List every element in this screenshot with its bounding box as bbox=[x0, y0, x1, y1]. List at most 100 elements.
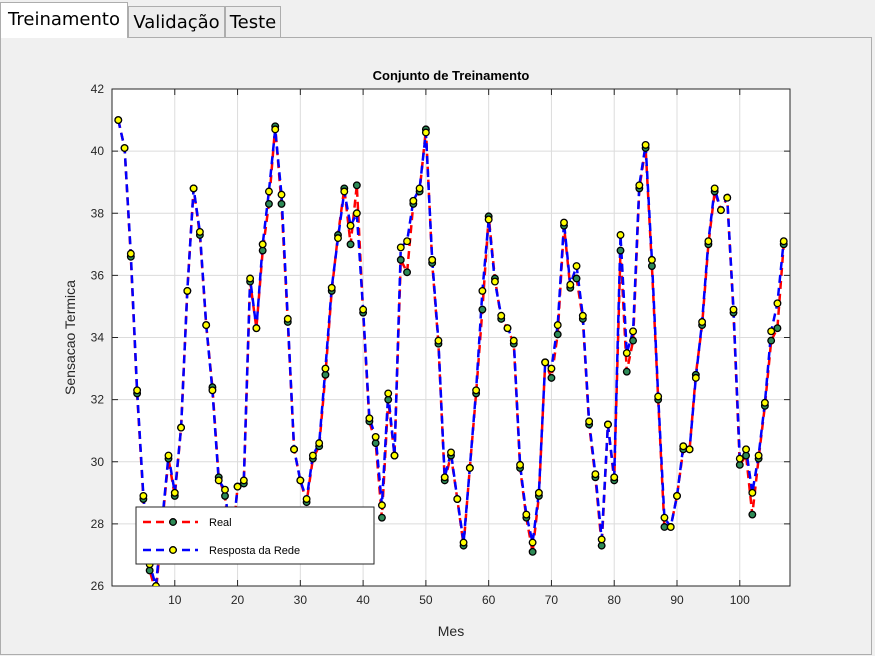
data-point bbox=[547, 364, 556, 373]
x-tick-label: 40 bbox=[356, 593, 370, 607]
legend-marker bbox=[169, 546, 177, 554]
data-point bbox=[742, 445, 751, 454]
y-tick-label: 28 bbox=[91, 517, 105, 531]
data-point bbox=[572, 274, 581, 283]
data-point bbox=[271, 125, 280, 134]
data-point bbox=[177, 423, 186, 432]
data-point bbox=[497, 311, 506, 320]
data-point bbox=[748, 488, 757, 497]
data-point bbox=[359, 305, 368, 314]
data-point bbox=[760, 398, 769, 407]
data-point bbox=[629, 327, 638, 336]
data-point bbox=[403, 237, 412, 246]
y-tick-label: 26 bbox=[91, 579, 105, 593]
data-point bbox=[377, 513, 386, 522]
data-point bbox=[170, 488, 179, 497]
data-point bbox=[547, 373, 556, 382]
data-point bbox=[654, 392, 663, 401]
data-point bbox=[629, 336, 638, 345]
data-point bbox=[484, 215, 493, 224]
data-point bbox=[622, 349, 631, 357]
data-point bbox=[622, 367, 631, 376]
data-point bbox=[139, 491, 148, 500]
data-point bbox=[239, 476, 248, 485]
data-point bbox=[164, 451, 173, 460]
data-point bbox=[773, 299, 782, 308]
data-point bbox=[390, 451, 399, 460]
data-point bbox=[635, 181, 644, 190]
data-point bbox=[767, 327, 776, 336]
data-point bbox=[691, 373, 700, 382]
data-point bbox=[114, 116, 123, 125]
x-tick-label: 80 bbox=[608, 593, 622, 607]
x-axis-label: Mes bbox=[438, 623, 464, 639]
y-tick-label: 34 bbox=[91, 331, 105, 345]
data-point bbox=[528, 547, 537, 556]
data-point bbox=[440, 473, 449, 482]
data-point bbox=[396, 243, 405, 252]
data-point bbox=[315, 439, 324, 448]
data-point bbox=[434, 336, 443, 345]
data-point bbox=[302, 495, 311, 503]
data-point bbox=[296, 476, 305, 485]
data-point bbox=[553, 321, 562, 330]
data-point bbox=[421, 128, 430, 137]
data-point bbox=[509, 336, 518, 345]
data-point bbox=[290, 445, 299, 454]
data-point bbox=[723, 193, 732, 202]
data-point bbox=[246, 274, 255, 283]
tab-teste[interactable]: Teste bbox=[225, 6, 281, 37]
data-point bbox=[202, 321, 211, 330]
data-point bbox=[396, 255, 405, 264]
legend-marker bbox=[169, 518, 177, 526]
data-point bbox=[716, 206, 725, 215]
data-point bbox=[403, 268, 412, 277]
data-point bbox=[221, 485, 229, 494]
data-point bbox=[516, 460, 525, 469]
legend-label: Real bbox=[209, 517, 232, 529]
data-point bbox=[729, 305, 738, 314]
data-point bbox=[478, 305, 487, 314]
data-point bbox=[264, 199, 273, 208]
data-point bbox=[453, 495, 462, 503]
data-point bbox=[183, 286, 192, 295]
series-resposta-da-rede bbox=[117, 119, 785, 586]
series-resposta-da-rede-markers bbox=[114, 116, 788, 586]
data-point bbox=[647, 255, 656, 264]
x-tick-label: 50 bbox=[419, 593, 433, 607]
data-point bbox=[428, 255, 437, 264]
y-axis-label: Sensacao Termica bbox=[62, 280, 78, 395]
data-point bbox=[258, 240, 267, 249]
data-point bbox=[208, 386, 217, 395]
data-point bbox=[214, 476, 223, 485]
data-point bbox=[522, 510, 531, 519]
data-point bbox=[616, 231, 625, 239]
data-point bbox=[767, 336, 776, 345]
data-point bbox=[409, 196, 418, 205]
data-point bbox=[346, 240, 355, 249]
data-point bbox=[553, 330, 562, 339]
data-point bbox=[195, 227, 204, 236]
tab-validacao[interactable]: Validação bbox=[128, 6, 225, 37]
data-point bbox=[610, 473, 619, 482]
data-point bbox=[704, 237, 713, 246]
data-point bbox=[365, 414, 374, 423]
data-point bbox=[120, 144, 129, 152]
series-resposta-da-rede-line bbox=[117, 119, 785, 586]
data-point bbox=[447, 448, 455, 457]
chart-title: Conjunto de Treinamento bbox=[373, 68, 530, 83]
data-point bbox=[710, 184, 719, 193]
data-point bbox=[528, 538, 537, 547]
data-point bbox=[465, 464, 474, 472]
data-point bbox=[685, 445, 694, 454]
data-point bbox=[233, 482, 242, 491]
data-point bbox=[327, 283, 336, 292]
y-tick-label: 30 bbox=[91, 455, 105, 469]
data-point bbox=[679, 442, 688, 451]
data-point bbox=[277, 199, 286, 208]
y-tick-label: 42 bbox=[91, 82, 105, 96]
data-point bbox=[472, 386, 481, 395]
data-point bbox=[698, 318, 707, 326]
data-point bbox=[660, 523, 669, 531]
tab-treinamento[interactable]: Treinamento bbox=[0, 2, 128, 38]
